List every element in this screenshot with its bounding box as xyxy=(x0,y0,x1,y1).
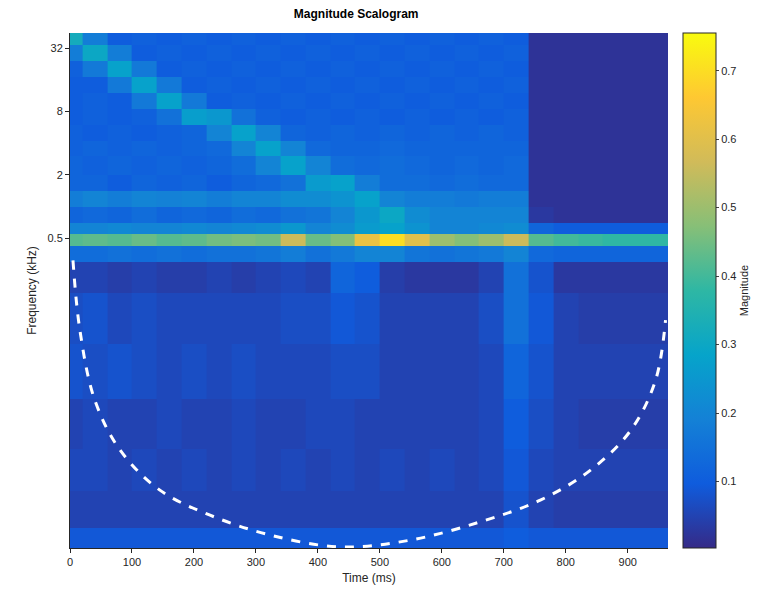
svg-text:0.3: 0.3 xyxy=(721,338,736,350)
svg-text:8: 8 xyxy=(57,105,63,117)
svg-text:Time (ms): Time (ms) xyxy=(342,571,396,585)
svg-text:0.5: 0.5 xyxy=(48,232,63,244)
svg-text:0.4: 0.4 xyxy=(721,270,736,282)
svg-text:0: 0 xyxy=(67,556,73,568)
svg-text:500: 500 xyxy=(371,556,389,568)
svg-text:Magnitude Scalogram: Magnitude Scalogram xyxy=(294,7,419,21)
svg-text:Frequency (kHz): Frequency (kHz) xyxy=(25,246,39,335)
svg-text:Magnitude: Magnitude xyxy=(738,265,750,316)
svg-text:400: 400 xyxy=(309,556,327,568)
svg-text:2: 2 xyxy=(57,169,63,181)
svg-text:600: 600 xyxy=(433,556,451,568)
svg-text:0.1: 0.1 xyxy=(721,475,736,487)
svg-text:0.2: 0.2 xyxy=(721,407,736,419)
svg-text:0.6: 0.6 xyxy=(721,133,736,145)
svg-text:700: 700 xyxy=(495,556,513,568)
svg-text:100: 100 xyxy=(123,556,141,568)
svg-text:900: 900 xyxy=(619,556,637,568)
svg-text:200: 200 xyxy=(185,556,203,568)
svg-text:32: 32 xyxy=(51,42,63,54)
svg-text:0.5: 0.5 xyxy=(721,201,736,213)
svg-text:300: 300 xyxy=(247,556,265,568)
svg-text:0.7: 0.7 xyxy=(721,65,736,77)
svg-text:800: 800 xyxy=(557,556,575,568)
